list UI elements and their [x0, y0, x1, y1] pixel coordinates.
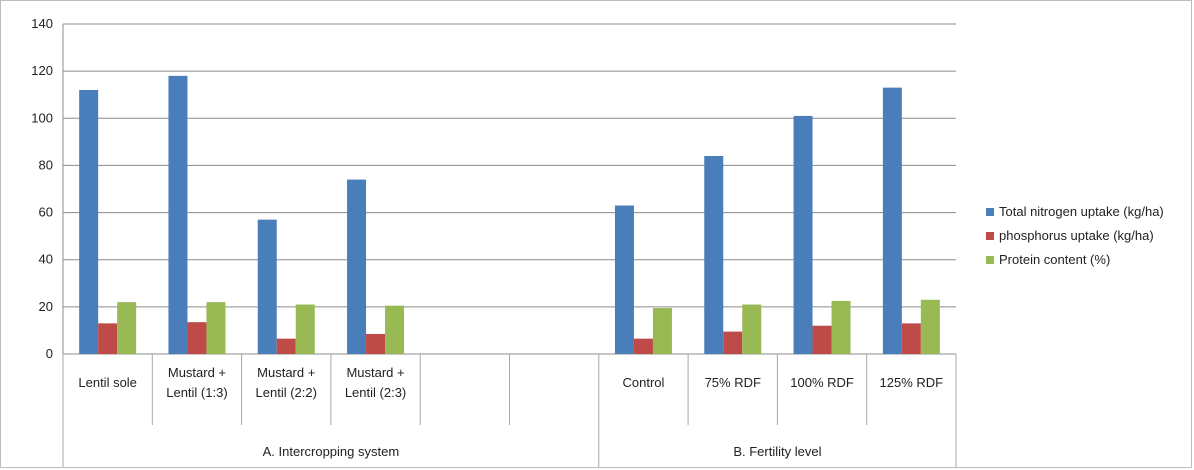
bar-s2-c8	[831, 300, 851, 354]
bar-s0-c3	[347, 179, 367, 354]
legend-swatch-0	[986, 208, 994, 216]
bar-s1-c3	[366, 333, 386, 354]
x-tick-label-1-1: Lentil (1:3)	[166, 385, 227, 400]
y-tick-label-100: 100	[31, 110, 53, 125]
bar-s0-c1	[168, 75, 188, 354]
y-tick-label-40: 40	[39, 252, 53, 267]
bar-s1-c8	[812, 325, 832, 354]
bar-s2-c3	[385, 305, 405, 354]
bar-s0-c0	[79, 90, 99, 354]
axes	[62, 24, 957, 467]
x-tick-label-0-0: Lentil sole	[78, 375, 137, 390]
y-tick-label-60: 60	[39, 205, 53, 220]
legend-swatch-1	[986, 232, 994, 240]
bar-s0-c6	[614, 205, 634, 354]
x-tick-label-1-0: Mustard +	[168, 365, 226, 380]
legend-label-0: Total nitrogen uptake (kg/ha)	[999, 204, 1164, 219]
bars	[79, 75, 940, 355]
bar-s1-c6	[633, 338, 653, 354]
bar-s2-c6	[652, 308, 672, 354]
x-tick-label-9-0: 125% RDF	[880, 375, 944, 390]
y-tick-label-80: 80	[39, 157, 53, 172]
labels: 0 20 40 60 80 100 120 140 Lentil sole Mustard + Le…	[31, 16, 943, 459]
bar-s1-c0	[98, 323, 118, 354]
legend-label-1: phosphorus uptake (kg/ha)	[999, 228, 1154, 243]
y-tick-label-140: 140	[31, 16, 53, 31]
bar-s1-c1	[187, 322, 207, 354]
bar-s2-c1	[206, 302, 226, 354]
bar-s0-c2	[257, 219, 277, 354]
legend: Total nitrogen uptake (kg/ha) phosphorus …	[986, 204, 1164, 267]
bar-s2-c7	[742, 304, 762, 354]
x-tick-label-2-1: Lentil (2:2)	[256, 385, 317, 400]
group-label-1: B. Fertility level	[733, 444, 821, 459]
x-tick-label-2-0: Mustard +	[257, 365, 315, 380]
bar-s1-c7	[723, 331, 743, 354]
gridlines	[63, 23, 956, 308]
bar-s0-c8	[793, 115, 813, 354]
bar-s0-c9	[882, 87, 902, 355]
bar-s2-c9	[920, 299, 940, 354]
bar-s1-c9	[901, 323, 921, 354]
bar-s0-c7	[704, 156, 724, 354]
bar-s2-c2	[295, 304, 315, 354]
legend-swatch-2	[986, 256, 994, 264]
y-tick-label-120: 120	[31, 63, 53, 78]
bar-s1-c2	[276, 338, 296, 354]
legend-label-2: Protein content (%)	[999, 252, 1110, 267]
x-tick-label-7-0: 75% RDF	[705, 375, 761, 390]
x-tick-label-8-0: 100% RDF	[790, 375, 854, 390]
y-tick-label-20: 20	[39, 299, 53, 314]
group-label-0: A. Intercropping system	[263, 444, 400, 459]
y-tick-label-0: 0	[46, 346, 53, 361]
x-tick-label-3-1: Lentil (2:3)	[345, 385, 406, 400]
bar-s2-c0	[117, 302, 137, 354]
x-tick-label-6-0: Control	[622, 375, 664, 390]
x-tick-label-3-0: Mustard +	[346, 365, 404, 380]
